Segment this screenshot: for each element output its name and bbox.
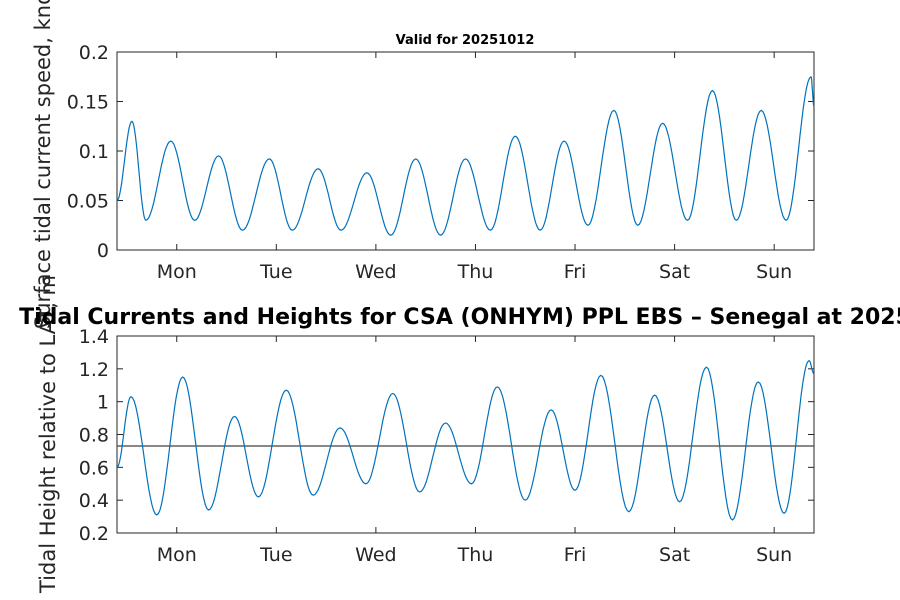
height-y-tick-label: 0.6 (79, 457, 109, 479)
current-x-tick-label: Fri (564, 261, 587, 283)
current-y-tick-label: 0.15 (67, 92, 109, 114)
current-subtitle: Valid for 20251012 (396, 33, 535, 48)
height-y-tick-label: 1 (97, 392, 109, 414)
current-x-tick-label: Tue (259, 261, 292, 283)
height-y-tick-label: 0.4 (79, 490, 109, 512)
current-x-tick-label: Sat (659, 261, 690, 283)
height-y-tick-label: 1.4 (79, 326, 109, 348)
height-x-tick-label: Fri (564, 544, 587, 566)
current-speed-line (116, 75, 815, 236)
height-y-tick-label: 0.8 (79, 425, 109, 447)
main-title: Tidal Currents and Heights for CSA (ONHY… (19, 305, 900, 330)
current-y-tick-label: 0.2 (79, 42, 109, 64)
current-x-tick-label: Wed (355, 261, 396, 283)
current-panel: Valid for 20251012 0 0.05 0.1 0.15 0.2 Mon Tu… (31, 0, 815, 329)
current-x-tick-label: Sun (756, 261, 792, 283)
height-y-axis-label: Tidal Height relative to LAT, m (36, 275, 60, 594)
current-axes-box (116, 51, 815, 251)
height-x-tick-label: Wed (355, 544, 396, 566)
height-axes-box (116, 335, 815, 534)
current-x-tick-label: Thu (457, 261, 494, 283)
current-y-tick-label: 0 (97, 240, 109, 262)
tidal-height-line (116, 359, 815, 521)
current-x-tick-label: Mon (157, 261, 197, 283)
height-x-tick-label: Sun (756, 544, 792, 566)
current-y-tick-label: 0.1 (79, 141, 109, 163)
height-x-tick-label: Mon (157, 544, 197, 566)
height-x-tick-label: Sat (659, 544, 690, 566)
height-x-tick-label: Thu (457, 544, 494, 566)
current-y-axis-label: Surface tidal current speed, knots (31, 0, 55, 329)
height-y-tick-label: 0.2 (79, 523, 109, 545)
current-y-tick-label: 0.05 (67, 191, 109, 213)
height-panel: 0.2 0.4 0.6 0.8 1 1.2 1.4 Mon Tue Wed Thu Fri Sat Su… (36, 275, 815, 594)
height-x-tick-label: Tue (259, 544, 292, 566)
height-y-tick-label: 1.2 (79, 359, 109, 381)
